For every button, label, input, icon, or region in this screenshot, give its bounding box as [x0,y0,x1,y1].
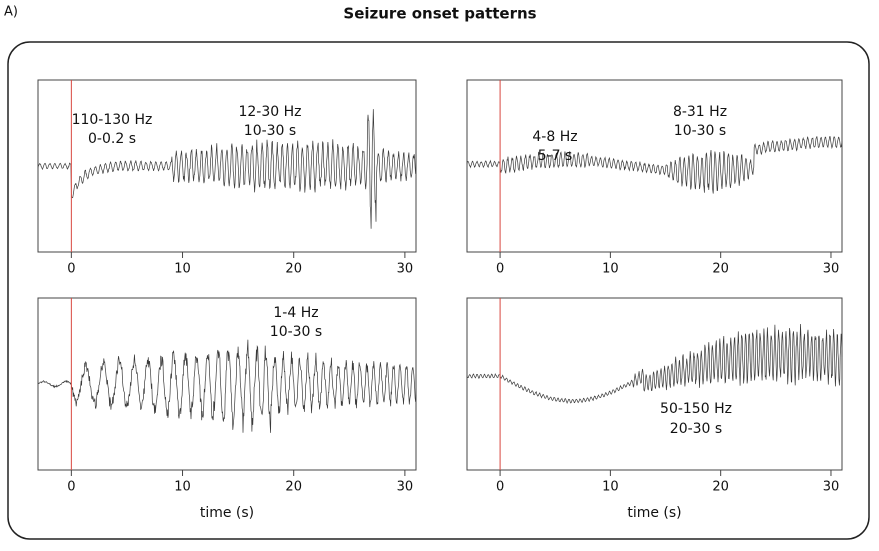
panel-border [7,41,870,540]
x-axis-label: time (s) [200,505,254,521]
x-tick-label: 0 [67,262,75,277]
plot-frame [37,79,417,253]
eeg-trace [37,109,417,229]
plot-frame [466,297,843,471]
x-tick-label: 20 [712,262,729,277]
annotation: 10-30 s [270,324,322,340]
eeg-trace [466,323,843,404]
x-tick-label: 20 [285,262,302,277]
annotation: 8-31 Hz [673,104,727,120]
x-tick-label: 30 [823,480,840,495]
annotation: 5-7 s [538,148,573,164]
plot-frame [466,79,843,253]
annotation: 4-8 Hz [532,129,577,145]
x-tick-label: 0 [496,480,504,495]
x-tick-label: 0 [67,480,75,495]
annotation: 50-150 Hz [660,401,732,417]
plot-frame [37,297,417,471]
x-tick-label: 30 [823,262,840,277]
x-axis-label: time (s) [627,505,681,521]
annotation: 10-30 s [674,123,726,139]
eeg-trace [37,339,417,433]
x-tick-label: 0 [496,262,504,277]
x-tick-label: 10 [174,480,191,495]
annotation: 12-30 Hz [238,104,301,120]
panel-label: A) [4,5,18,20]
x-tick-label: 10 [602,480,619,495]
figure-title: Seizure onset patterns [343,5,536,23]
x-tick-label: 20 [285,480,302,495]
annotation: 110-130 Hz [72,112,153,128]
x-tick-label: 10 [174,262,191,277]
x-tick-label: 30 [397,480,414,495]
annotation: 20-30 s [670,421,722,437]
annotation: 10-30 s [244,123,296,139]
eeg-trace [466,136,843,194]
x-tick-label: 10 [602,262,619,277]
x-tick-label: 20 [712,480,729,495]
annotation: 1-4 Hz [273,305,318,321]
annotation: 0-0.2 s [88,131,136,147]
x-tick-label: 30 [397,262,414,277]
